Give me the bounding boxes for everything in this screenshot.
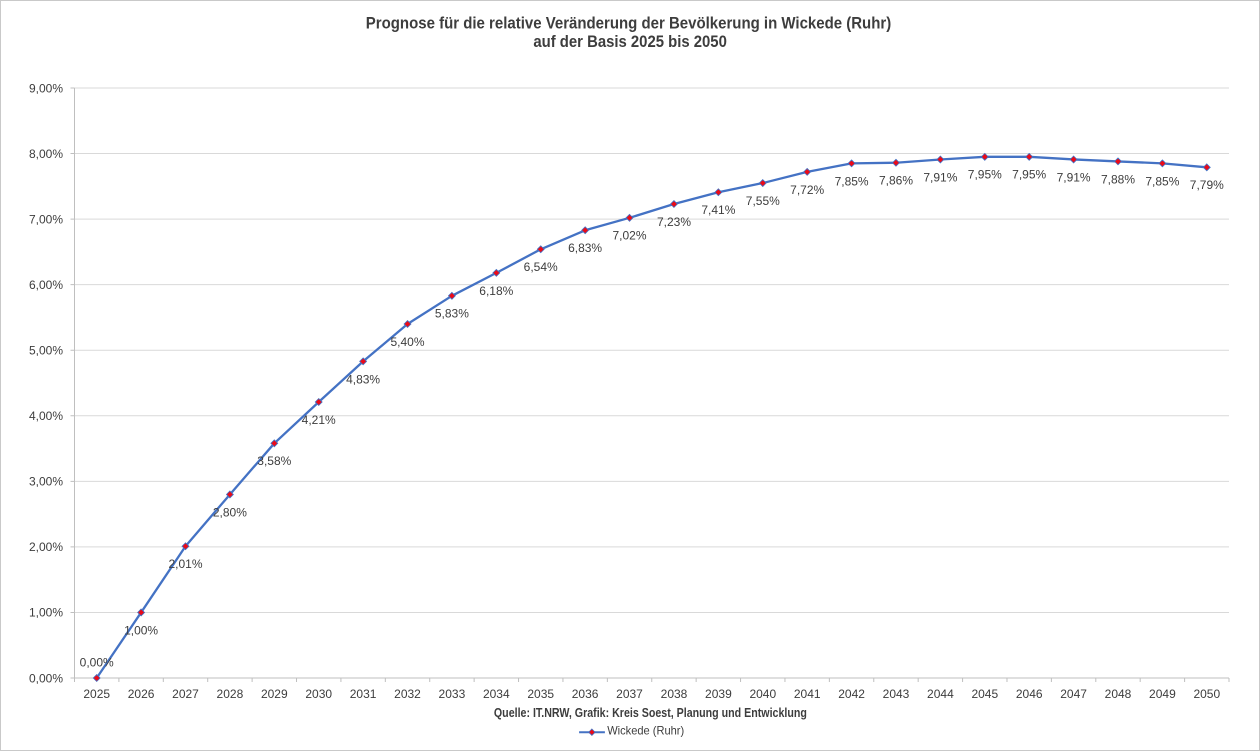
svg-text:5,83%: 5,83%: [435, 307, 469, 321]
svg-text:0,00%: 0,00%: [80, 655, 114, 669]
svg-text:2,80%: 2,80%: [213, 505, 247, 519]
svg-text:2037: 2037: [616, 687, 643, 701]
svg-text:2048: 2048: [1105, 687, 1132, 701]
svg-text:7,55%: 7,55%: [746, 194, 780, 208]
svg-text:2040: 2040: [749, 687, 776, 701]
svg-text:8,00%: 8,00%: [29, 147, 63, 161]
svg-text:1,00%: 1,00%: [29, 606, 63, 620]
svg-text:2032: 2032: [394, 687, 421, 701]
svg-text:6,54%: 6,54%: [524, 260, 558, 274]
svg-text:9,00%: 9,00%: [29, 81, 63, 95]
svg-text:2,00%: 2,00%: [29, 540, 63, 554]
svg-text:7,41%: 7,41%: [701, 203, 735, 217]
svg-text:3,58%: 3,58%: [257, 454, 291, 468]
svg-text:Wickede (Ruhr): Wickede (Ruhr): [607, 723, 684, 737]
svg-text:2045: 2045: [971, 687, 998, 701]
svg-text:2044: 2044: [927, 687, 954, 701]
svg-text:4,00%: 4,00%: [29, 409, 63, 423]
svg-text:2026: 2026: [128, 687, 155, 701]
svg-text:Quelle: IT.NRW, Grafik: Kreis: Quelle: IT.NRW, Grafik: Kreis Soest, Pla…: [494, 705, 807, 720]
svg-text:2039: 2039: [705, 687, 732, 701]
svg-text:Prognose für die relative Verä: Prognose für die relative Veränderung de…: [366, 14, 891, 33]
svg-text:7,86%: 7,86%: [879, 174, 913, 188]
svg-text:7,85%: 7,85%: [835, 174, 869, 188]
svg-text:auf der Basis 2025 bis 2050: auf der Basis 2025 bis 2050: [533, 32, 727, 51]
svg-text:4,83%: 4,83%: [346, 372, 380, 386]
svg-text:5,00%: 5,00%: [29, 344, 63, 358]
svg-text:2049: 2049: [1149, 687, 1176, 701]
svg-text:6,00%: 6,00%: [29, 278, 63, 292]
svg-text:7,95%: 7,95%: [1012, 168, 1046, 182]
svg-text:7,88%: 7,88%: [1101, 172, 1135, 186]
svg-text:4,21%: 4,21%: [302, 413, 336, 427]
svg-text:3,00%: 3,00%: [29, 475, 63, 489]
svg-text:0,00%: 0,00%: [29, 671, 63, 685]
svg-text:7,91%: 7,91%: [923, 170, 957, 184]
svg-text:2,01%: 2,01%: [168, 557, 202, 571]
svg-text:5,40%: 5,40%: [390, 335, 424, 349]
svg-text:2025: 2025: [83, 687, 110, 701]
svg-text:2050: 2050: [1193, 687, 1220, 701]
svg-text:2036: 2036: [572, 687, 599, 701]
svg-text:6,18%: 6,18%: [479, 284, 513, 298]
svg-text:7,91%: 7,91%: [1057, 170, 1091, 184]
svg-text:2046: 2046: [1016, 687, 1043, 701]
svg-text:7,00%: 7,00%: [29, 212, 63, 226]
svg-text:2043: 2043: [883, 687, 910, 701]
svg-text:2042: 2042: [838, 687, 865, 701]
svg-text:2029: 2029: [261, 687, 288, 701]
svg-text:7,23%: 7,23%: [657, 215, 691, 229]
svg-text:7,95%: 7,95%: [968, 168, 1002, 182]
svg-text:1,00%: 1,00%: [124, 623, 158, 637]
svg-text:2047: 2047: [1060, 687, 1087, 701]
svg-text:2027: 2027: [172, 687, 199, 701]
svg-text:2028: 2028: [217, 687, 244, 701]
svg-text:2031: 2031: [350, 687, 377, 701]
svg-text:2034: 2034: [483, 687, 510, 701]
svg-text:2038: 2038: [661, 687, 688, 701]
svg-text:2030: 2030: [305, 687, 332, 701]
svg-text:7,02%: 7,02%: [612, 229, 646, 243]
svg-text:6,83%: 6,83%: [568, 241, 602, 255]
svg-text:7,79%: 7,79%: [1190, 178, 1224, 192]
svg-text:2035: 2035: [527, 687, 554, 701]
svg-text:2033: 2033: [439, 687, 466, 701]
svg-text:7,85%: 7,85%: [1145, 174, 1179, 188]
svg-text:2041: 2041: [794, 687, 821, 701]
svg-text:7,72%: 7,72%: [790, 183, 824, 197]
